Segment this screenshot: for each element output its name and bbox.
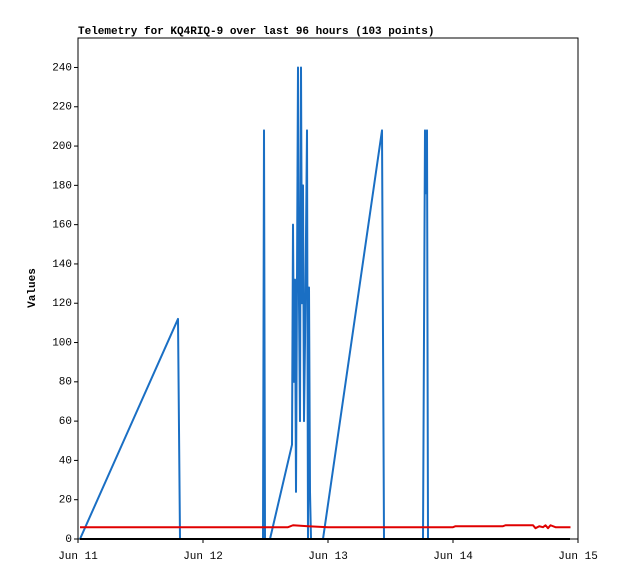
y-tick-label: 20 xyxy=(59,495,72,507)
y-tick-label: 180 xyxy=(52,180,72,192)
y-tick-label: 120 xyxy=(52,298,72,310)
x-tick-label: Jun 11 xyxy=(58,551,98,563)
y-tick-label: 160 xyxy=(52,220,72,232)
chart-title: Telemetry for KQ4RIQ-9 over last 96 hour… xyxy=(78,26,434,38)
y-tick-label: 220 xyxy=(52,102,72,114)
x-tick-label: Jun 12 xyxy=(183,551,223,563)
y-tick-label: 60 xyxy=(59,416,72,428)
y-tick-label: 80 xyxy=(59,377,72,389)
y-tick-label: 240 xyxy=(52,62,72,74)
y-tick-label: 0 xyxy=(65,534,72,546)
y-tick-label: 200 xyxy=(52,141,72,153)
series-line xyxy=(80,524,571,530)
y-tick-label: 100 xyxy=(52,337,72,349)
x-tick-label: Jun 13 xyxy=(308,551,348,563)
y-tick-label: 140 xyxy=(52,259,72,271)
x-tick-label: Jun 15 xyxy=(558,551,598,563)
y-tick-label: 40 xyxy=(59,455,72,467)
x-tick-label: Jun 14 xyxy=(433,551,473,563)
y-axis-label: Values xyxy=(27,268,39,308)
